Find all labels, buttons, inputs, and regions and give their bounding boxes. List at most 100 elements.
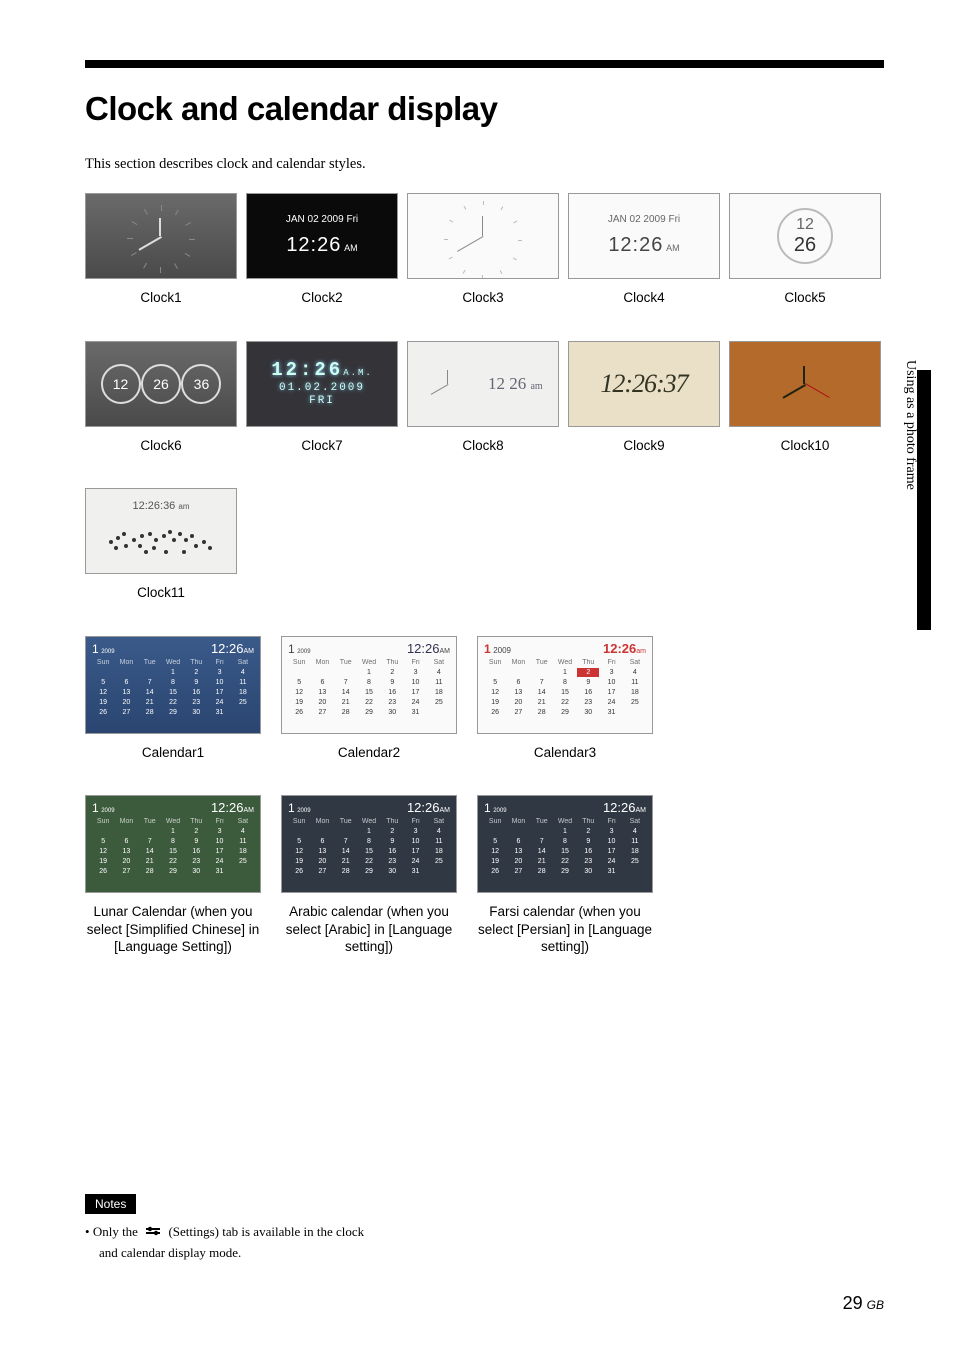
- calendar2-label: Calendar2: [338, 744, 400, 762]
- lunar-thumb: 1 2009 12:26AM SunMonTueWedThuFriSat1234…: [85, 795, 261, 893]
- cal-ampm: AM: [244, 648, 255, 655]
- clock2-cell: JAN 02 2009 Fri 12:26 AM Clock2: [246, 193, 398, 307]
- clock4-thumb: JAN 02 2009 Fri 12:26 AM: [568, 193, 720, 279]
- analog-face: [126, 201, 196, 271]
- clock7-cell: 12:26A.M. 01.02.2009 FRI Clock7: [246, 341, 398, 455]
- page-region: GB: [867, 1298, 884, 1312]
- ink-readout: 12 26 am: [488, 374, 543, 394]
- bullet: •: [85, 1224, 90, 1239]
- clock7-label: Clock7: [301, 437, 342, 455]
- cal-month-num: 1: [92, 642, 99, 656]
- clock10-cell: Clock10: [729, 341, 881, 455]
- cal-year: 2009: [101, 649, 114, 655]
- bubbles: 12 26 36: [103, 364, 220, 404]
- small-analog: [423, 359, 473, 409]
- clock8-ampm: am: [530, 381, 542, 392]
- note-text-a: Only the: [93, 1224, 138, 1239]
- cal-time: 12:26: [211, 641, 244, 656]
- ampm-value: AM: [344, 243, 358, 253]
- calendar-body: 1 2009 12:26AM SunMonTueWedThuFriSat1234…: [478, 796, 652, 892]
- clock5-cell: 12 26 Clock5: [729, 193, 881, 307]
- calendar3-thumb: 1 2009 12:26am SunMonTueWedThuFriSat1234…: [477, 636, 653, 734]
- clock11-thumb: 12:26:36 am: [85, 488, 237, 574]
- calendar2-cell: 1 2009 12:26AM SunMonTueWedThuFriSat1234…: [281, 636, 457, 762]
- clock9-label: Clock9: [623, 437, 664, 455]
- clock11-time: 12:26:36: [132, 500, 175, 512]
- cal-grid: SunMonTueWedThuFriSat1234567891011121314…: [92, 817, 254, 876]
- clock1-label: Clock1: [140, 289, 181, 307]
- cal-time: 12:26: [211, 800, 244, 815]
- arabic-thumb: 1 2009 12:26AM SunMonTueWedThuFriSat1234…: [281, 795, 457, 893]
- clock6-cell: 12 26 36 Clock6: [85, 341, 237, 455]
- clock-row-1: Clock1 JAN 02 2009 Fri 12:26 AM Clock2: [85, 193, 884, 307]
- cal-year: 2009: [297, 808, 310, 814]
- clock5-label: Clock5: [784, 289, 825, 307]
- notes-section: Notes • Only the (Settings) tab is avail…: [85, 1194, 605, 1262]
- cal-time: 12:26: [603, 641, 636, 656]
- lunar-label: Lunar Calendar (when you select [Simplif…: [85, 903, 261, 956]
- lunar-cell: 1 2009 12:26AM SunMonTueWedThuFriSat1234…: [85, 795, 261, 956]
- cal-time: 12:26: [603, 800, 636, 815]
- calendar-row-1: 1 2009 12:26AM SunMonTueWedThuFriSat1234…: [85, 636, 884, 762]
- clock11-cell: 12:26:36 am Clock11: [85, 488, 237, 602]
- page-num: 29: [843, 1293, 863, 1313]
- clock2-thumb: JAN 02 2009 Fri 12:26 AM: [246, 193, 398, 279]
- clock2-label: Clock2: [301, 289, 342, 307]
- arabic-label: Arabic calendar (when you select [Arabic…: [281, 903, 457, 956]
- cal-month-num: 1: [484, 801, 491, 815]
- clock7-thumb: 12:26A.M. 01.02.2009 FRI: [246, 341, 398, 427]
- clock11-label: Clock11: [137, 584, 185, 602]
- clock9-time: 12:26:37: [600, 369, 687, 399]
- clock7-ampm: A.M.: [343, 368, 373, 378]
- clock8-time: 12 26: [488, 374, 526, 393]
- note-text-c: and calendar display mode.: [99, 1243, 605, 1263]
- cal-ampm: AM: [440, 807, 451, 814]
- calendar3-label: Calendar3: [534, 744, 596, 762]
- clock6-s: 36: [181, 364, 221, 404]
- clock1-cell: Clock1: [85, 193, 237, 307]
- calendar-body: 1 2009 12:26AM SunMonTueWedThuFriSat1234…: [282, 637, 456, 733]
- clock4-cell: JAN 02 2009 Fri 12:26 AM Clock4: [568, 193, 720, 307]
- cal-year: 2009: [493, 646, 511, 655]
- clock8-thumb: 12 26 am: [407, 341, 559, 427]
- cal-ampm: AM: [244, 807, 255, 814]
- clock6-thumb: 12 26 36: [85, 341, 237, 427]
- digital-readout: JAN 02 2009 Fri 12:26 AM: [286, 213, 358, 259]
- clock8-cell: 12 26 am Clock8: [407, 341, 559, 455]
- calendar-body: 1 2009 12:26AM SunMonTueWedThuFriSat1234…: [86, 796, 260, 892]
- cal-ampm: AM: [440, 648, 451, 655]
- time-value: 12:26: [286, 234, 341, 256]
- cal-time: 12:26: [407, 641, 440, 656]
- clock-row-2: 12 26 36 Clock6 12:26A.M. 01.02.2009 FRI…: [85, 341, 884, 455]
- arabic-cell: 1 2009 12:26AM SunMonTueWedThuFriSat1234…: [281, 795, 457, 956]
- calendar-body: 1 2009 12:26am SunMonTueWedThuFriSat1234…: [478, 637, 652, 733]
- analog-face: [770, 349, 840, 419]
- farsi-label: Farsi calendar (when you select [Persian…: [477, 903, 653, 956]
- clock10-label: Clock10: [781, 437, 830, 455]
- page-title: Clock and calendar display: [85, 90, 884, 128]
- clock5-bottom: 26: [794, 234, 816, 257]
- cal-month-num: 1: [484, 642, 491, 656]
- farsi-cell: 1 2009 12:26AM SunMonTueWedThuFriSat1234…: [477, 795, 653, 956]
- digital-readout: JAN 02 2009 Fri 12:26 AM: [608, 213, 680, 259]
- clock6-m: 26: [141, 364, 181, 404]
- cal-grid: SunMonTueWedThuFriSat1234567891011121314…: [288, 817, 450, 876]
- calendar-row-2: 1 2009 12:26AM SunMonTueWedThuFriSat1234…: [85, 795, 884, 956]
- clock7-day: FRI: [271, 395, 373, 408]
- cal-time: 12:26: [407, 800, 440, 815]
- lcd-readout: 12:26A.M. 01.02.2009 FRI: [271, 359, 373, 408]
- clock3-cell: Clock3: [407, 193, 559, 307]
- clock5-top: 12: [796, 216, 814, 234]
- calendar2-thumb: 1 2009 12:26AM SunMonTueWedThuFriSat1234…: [281, 636, 457, 734]
- cal-ampm: am: [636, 648, 646, 655]
- note-line: • Only the (Settings) tab is available i…: [85, 1222, 605, 1262]
- clock10-thumb: [729, 341, 881, 427]
- clock11-ampm: am: [178, 502, 189, 511]
- clock5-thumb: 12 26: [729, 193, 881, 279]
- cal-grid: SunMonTueWedThuFriSat1234567891011121314…: [92, 658, 254, 717]
- cal-grid: SunMonTueWedThuFriSat1234567891011121314…: [484, 658, 646, 717]
- ampm-value: AM: [666, 243, 680, 253]
- clock7-time: 12:26: [271, 359, 343, 381]
- cal-year: 2009: [297, 649, 310, 655]
- time-value: 12:26: [608, 234, 663, 256]
